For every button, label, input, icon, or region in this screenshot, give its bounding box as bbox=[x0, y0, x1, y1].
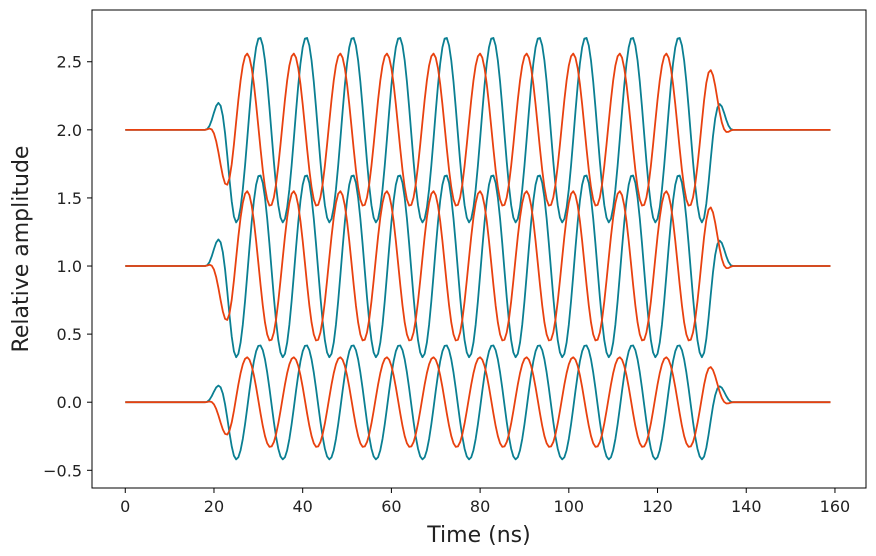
x-axis-label: Time (ns) bbox=[426, 523, 530, 548]
x-axis: 0 20 40 60 80 100 120 140 160 bbox=[120, 488, 850, 516]
y-tick-label: 2.0 bbox=[57, 121, 82, 140]
x-tick-label: 120 bbox=[642, 497, 673, 516]
x-tick-label: 20 bbox=[204, 497, 224, 516]
y-tick-label: 2.5 bbox=[57, 53, 82, 72]
series-line-2 bbox=[125, 52, 831, 207]
y-tick-label: 1.5 bbox=[57, 189, 82, 208]
x-tick-label: 80 bbox=[470, 497, 490, 516]
series-layer bbox=[125, 37, 831, 461]
y-tick-label: −0.5 bbox=[43, 461, 82, 480]
y-tick-label: 0.0 bbox=[57, 393, 82, 412]
series-line-3 bbox=[125, 174, 831, 359]
plot-frame bbox=[91, 9, 867, 489]
series-line-5 bbox=[125, 344, 831, 461]
y-tick-label: 1.0 bbox=[57, 257, 82, 276]
x-tick-label: 60 bbox=[381, 497, 401, 516]
x-tick-label: 160 bbox=[820, 497, 851, 516]
series-line-6 bbox=[125, 356, 831, 448]
x-tick-label: 100 bbox=[554, 497, 585, 516]
x-tick-label: 40 bbox=[293, 497, 313, 516]
y-axis-label: Relative amplitude bbox=[9, 146, 34, 353]
series-line-4 bbox=[125, 190, 831, 342]
plot-area bbox=[92, 10, 866, 488]
y-axis: −0.5 0.0 0.5 1.0 1.5 2.0 2.5 bbox=[43, 53, 92, 480]
x-tick-label: 0 bbox=[120, 497, 130, 516]
x-tick-label: 140 bbox=[731, 497, 762, 516]
series-line-1 bbox=[125, 37, 831, 224]
y-tick-label: 0.5 bbox=[57, 325, 82, 344]
